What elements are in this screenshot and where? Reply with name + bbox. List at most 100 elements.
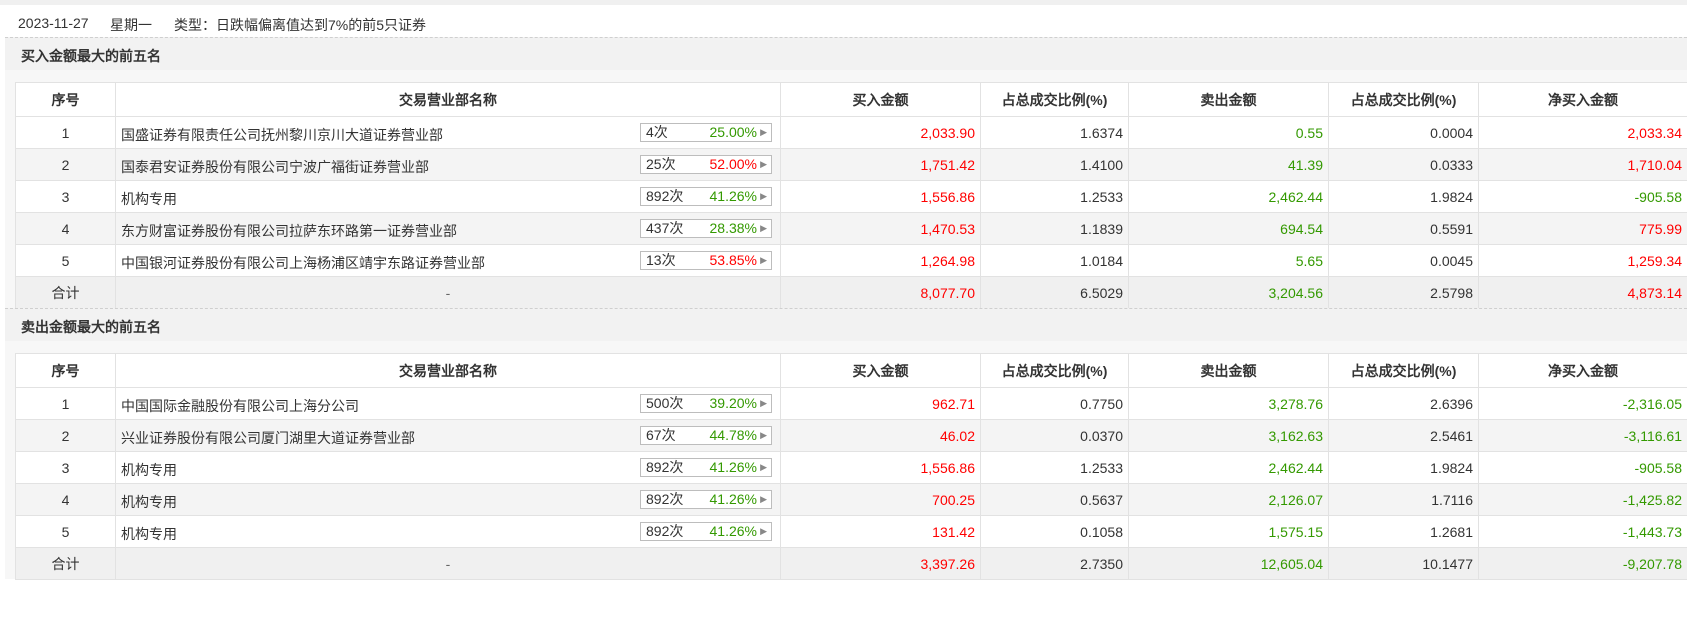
sell-ratio: 1.9824	[1328, 451, 1479, 484]
table-header-row: 序号 交易营业部名称 买入金额 占总成交比例(%) 卖出金额 占总成交比例(%) 净买入金额	[15, 353, 1687, 388]
list-type: 类型：日跌幅偏离值达到7%的前5只证券	[174, 17, 427, 33]
table-row[interactable]: 5 中国银河证券股份有限公司上海杨浦区靖宇东路证券营业部 13次 53.85% ▶ 1,2…	[15, 244, 1687, 277]
header-buy-ratio: 占总成交比例(%)	[980, 82, 1129, 117]
table-row[interactable]: 5 机构专用 892次 41.26% ▶ 131.42 0.1058 1,575.15 1.26…	[15, 515, 1687, 548]
success-rate: 41.26%	[709, 491, 757, 507]
total-net-amount: -9,207.78	[1478, 547, 1687, 580]
total-buy-amount: 3,397.26	[780, 547, 981, 580]
sell-ratio: 0.5591	[1328, 212, 1479, 245]
total-label: 合计	[15, 276, 116, 309]
sell-ratio: 0.0333	[1328, 148, 1479, 181]
net-amount: -1,425.82	[1478, 483, 1687, 516]
branch-stats-button[interactable]: 892次 41.26% ▶	[640, 522, 772, 541]
success-rate: 41.26%	[709, 188, 757, 204]
sell-amount: 3,162.63	[1128, 419, 1329, 452]
total-buy-ratio: 6.5029	[980, 276, 1129, 309]
branch-name-link[interactable]: 中国银河证券股份有限公司上海杨浦区靖宇东路证券营业部	[121, 255, 485, 271]
branch-stats-button[interactable]: 500次 39.20% ▶	[640, 394, 772, 413]
branch-name-link[interactable]: 国盛证券有限责任公司抚州黎川京川大道证券营业部	[121, 127, 443, 143]
sell-amount: 5.65	[1128, 244, 1329, 277]
branch-stats-button[interactable]: 25次 52.00% ▶	[640, 155, 772, 174]
branch-stats-button[interactable]: 892次 41.26% ▶	[640, 490, 772, 509]
buy-amount: 1,556.86	[780, 180, 981, 213]
total-dash: -	[115, 276, 781, 309]
buy-top5-table: 序号 交易营业部名称 买入金额 占总成交比例(%) 卖出金额 占总成交比例(%) 净买入金额…	[15, 82, 1687, 309]
branch-name-link[interactable]: 兴业证券股份有限公司厦门湖里大道证券营业部	[121, 430, 415, 446]
total-buy-amount: 8,077.70	[780, 276, 981, 309]
caret-right-icon: ▶	[760, 127, 767, 137]
buy-ratio: 1.2533	[980, 180, 1129, 213]
top-strip	[0, 0, 1687, 5]
table-row[interactable]: 2 国泰君安证券股份有限公司宁波广福街证券营业部 25次 52.00% ▶ 1,751.4…	[15, 148, 1687, 181]
appearance-count: 892次	[646, 523, 684, 539]
total-net-amount: 4,873.14	[1478, 276, 1687, 309]
header-net-amount: 净买入金额	[1478, 353, 1687, 388]
row-index: 3	[15, 451, 116, 484]
branch-name-cell: 国盛证券有限责任公司抚州黎川京川大道证券营业部 4次 25.00% ▶	[115, 116, 781, 149]
success-rate: 52.00%	[709, 156, 757, 172]
table-row[interactable]: 1 中国国际金融股份有限公司上海分公司 500次 39.20% ▶ 962.71 0.775…	[15, 387, 1687, 420]
branch-name-link[interactable]: 东方财富证券股份有限公司拉萨东环路第一证券营业部	[121, 223, 457, 239]
buy-section-panel: 序号 交易营业部名称 买入金额 占总成交比例(%) 卖出金额 占总成交比例(%) 净买入金额…	[5, 70, 1687, 309]
branch-name-link[interactable]: 机构专用	[121, 191, 177, 207]
buy-amount: 1,556.86	[780, 451, 981, 484]
buy-amount: 46.02	[780, 419, 981, 452]
branch-name-cell: 机构专用 892次 41.26% ▶	[115, 483, 781, 516]
total-dash: -	[115, 547, 781, 580]
table-row[interactable]: 4 机构专用 892次 41.26% ▶ 700.25 0.5637 2,126.07 1.71…	[15, 483, 1687, 516]
branch-stats-button[interactable]: 437次 28.38% ▶	[640, 219, 772, 238]
branch-stats-button[interactable]: 892次 41.26% ▶	[640, 187, 772, 206]
branch-name-link[interactable]: 中国国际金融股份有限公司上海分公司	[121, 398, 359, 414]
branch-name-link[interactable]: 机构专用	[121, 494, 177, 510]
branch-name-link[interactable]: 国泰君安证券股份有限公司宁波广福街证券营业部	[121, 159, 429, 175]
branch-name-cell: 中国银河证券股份有限公司上海杨浦区靖宇东路证券营业部 13次 53.85% ▶	[115, 244, 781, 277]
branch-name-cell: 中国国际金融股份有限公司上海分公司 500次 39.20% ▶	[115, 387, 781, 420]
header-index: 序号	[15, 353, 116, 388]
table-row[interactable]: 4 东方财富证券股份有限公司拉萨东环路第一证券营业部 437次 28.38% ▶ 1,47…	[15, 212, 1687, 245]
table-row[interactable]: 1 国盛证券有限责任公司抚州黎川京川大道证券营业部 4次 25.00% ▶ 2,033.9…	[15, 116, 1687, 149]
table-row[interactable]: 3 机构专用 892次 41.26% ▶ 1,556.86 1.2533 2,462.44 1.…	[15, 451, 1687, 484]
sell-section-title: 卖出金额最大的前五名	[21, 319, 161, 335]
row-index: 2	[15, 419, 116, 452]
caret-right-icon: ▶	[760, 191, 767, 201]
success-rate: 53.85%	[709, 252, 757, 268]
table-row[interactable]: 2 兴业证券股份有限公司厦门湖里大道证券营业部 67次 44.78% ▶ 46.02 0.0…	[15, 419, 1687, 452]
caret-right-icon: ▶	[760, 526, 767, 536]
branch-name-link[interactable]: 机构专用	[121, 462, 177, 478]
net-amount: 2,033.34	[1478, 116, 1687, 149]
sell-amount: 41.39	[1128, 148, 1329, 181]
caret-right-icon: ▶	[760, 398, 767, 408]
buy-amount: 131.42	[780, 515, 981, 548]
caret-right-icon: ▶	[760, 223, 767, 233]
buy-section-title: 买入金额最大的前五名	[21, 48, 161, 64]
branch-name-link[interactable]: 机构专用	[121, 526, 177, 542]
buy-amount: 1,470.53	[780, 212, 981, 245]
row-index: 5	[15, 244, 116, 277]
header-branch-name: 交易营业部名称	[115, 82, 781, 117]
buy-section-header: 买入金额最大的前五名	[5, 37, 1687, 70]
net-amount: 1,710.04	[1478, 148, 1687, 181]
row-index: 5	[15, 515, 116, 548]
branch-stats-button[interactable]: 13次 53.85% ▶	[640, 251, 772, 270]
total-sell-amount: 12,605.04	[1128, 547, 1329, 580]
table-row[interactable]: 3 机构专用 892次 41.26% ▶ 1,556.86 1.2533 2,462.44 1.…	[15, 180, 1687, 213]
branch-name-cell: 机构专用 892次 41.26% ▶	[115, 515, 781, 548]
appearance-count: 892次	[646, 491, 684, 507]
branch-stats-button[interactable]: 4次 25.00% ▶	[640, 123, 772, 142]
appearance-count: 892次	[646, 459, 684, 475]
caret-right-icon: ▶	[760, 159, 767, 169]
buy-ratio: 0.7750	[980, 387, 1129, 420]
branch-stats-button[interactable]: 67次 44.78% ▶	[640, 426, 772, 445]
sell-amount: 694.54	[1128, 212, 1329, 245]
total-row: 合计 -3,397.26 2.7350 12,605.04 10.1477 -9,207.…	[15, 547, 1687, 580]
branch-stats-button[interactable]: 892次 41.26% ▶	[640, 458, 772, 477]
buy-amount: 700.25	[780, 483, 981, 516]
branch-name-cell: 机构专用 892次 41.26% ▶	[115, 451, 781, 484]
sell-amount: 2,462.44	[1128, 180, 1329, 213]
appearance-count: 437次	[646, 220, 684, 236]
table-header-row: 序号 交易营业部名称 买入金额 占总成交比例(%) 卖出金额 占总成交比例(%) 净买入金额	[15, 82, 1687, 117]
sell-top5-table: 序号 交易营业部名称 买入金额 占总成交比例(%) 卖出金额 占总成交比例(%) 净买入金额…	[15, 353, 1687, 580]
buy-amount: 2,033.90	[780, 116, 981, 149]
net-amount: -2,316.05	[1478, 387, 1687, 420]
row-index: 1	[15, 387, 116, 420]
